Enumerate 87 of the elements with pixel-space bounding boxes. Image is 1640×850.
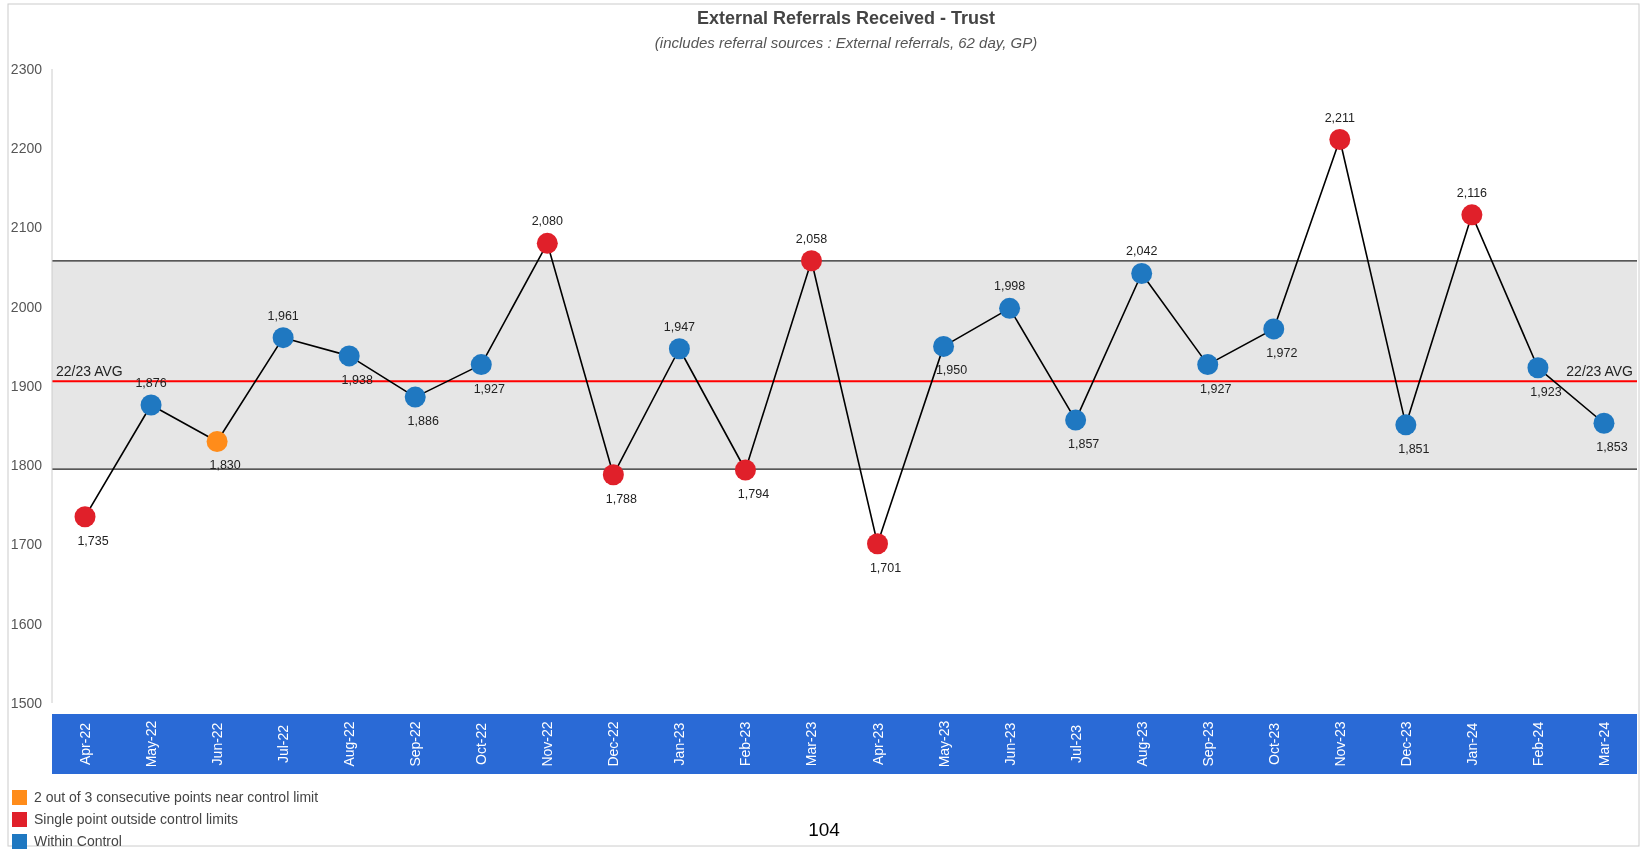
x-tick-label: Jul-23	[1067, 724, 1084, 764]
point	[272, 327, 294, 349]
x-tick-label: May-22	[143, 720, 160, 768]
point	[74, 506, 96, 528]
data-label: 2,116	[1456, 185, 1488, 200]
x-tick-label: Aug-22	[341, 721, 358, 767]
point	[1593, 412, 1615, 434]
x-tick-label: Jan-23	[671, 722, 688, 766]
x-tick-label: Mar-23	[803, 721, 820, 767]
data-label: 1,972	[1266, 345, 1298, 360]
x-tick-label: Apr-23	[869, 722, 886, 766]
point	[999, 297, 1021, 319]
text: 104	[808, 819, 841, 840]
data-label: 1,788	[605, 491, 638, 506]
data-label: 1,853	[1596, 440, 1628, 455]
data-label: 1,886	[407, 414, 439, 429]
y-tick-label: 2000	[10, 298, 43, 315]
x-tick-label: Nov-22	[539, 721, 556, 767]
data-label: 1,851	[1398, 441, 1430, 456]
point	[1527, 357, 1549, 379]
x-tick-label: May-23	[935, 720, 952, 768]
point	[470, 354, 492, 376]
x-tick-label: Feb-23	[737, 721, 754, 767]
point	[602, 464, 624, 486]
data-label: 2,042	[1126, 244, 1158, 259]
point	[1395, 414, 1417, 436]
data-label: 1,830	[209, 458, 241, 473]
y-tick-label: 1900	[10, 377, 43, 394]
y-tick-label: 2100	[10, 219, 43, 236]
ref-line-label: 22/23 AVG	[56, 363, 123, 380]
y-tick-label: 2300	[10, 60, 43, 77]
point	[404, 386, 426, 408]
y-tick-label: 1600	[10, 615, 43, 632]
data-label: 2,058	[795, 231, 828, 246]
y-tick-label: 1500	[10, 694, 43, 711]
x-tick-label: Aug-23	[1133, 721, 1150, 767]
data-label: 1,857	[1068, 437, 1100, 452]
x-tick-label: Jan-24	[1463, 722, 1480, 766]
data-label: 1,961	[267, 308, 299, 323]
x-tick-label: Jul-22	[275, 724, 292, 764]
x-tick-label: Oct-22	[473, 722, 490, 766]
point	[1329, 129, 1351, 151]
legend-label: Single point outside control limits	[34, 811, 238, 827]
x-tick-label: Jun-22	[209, 722, 226, 766]
point	[1263, 318, 1285, 340]
x-tick-label: Sep-23	[1199, 721, 1216, 767]
data-label: 1,947	[663, 319, 696, 334]
data-label: 1,998	[993, 279, 1026, 294]
point	[536, 232, 558, 254]
data-label: 2,080	[531, 214, 563, 229]
point	[800, 250, 822, 272]
y-tick-label: 2200	[10, 140, 43, 157]
point	[1131, 262, 1153, 284]
x-tick-label: Dec-23	[1397, 721, 1414, 767]
point	[1065, 409, 1087, 431]
point	[140, 394, 162, 416]
y-tick-label: 1700	[10, 536, 43, 553]
point	[668, 338, 690, 360]
chart-title: External Referrals Received - Trust	[696, 8, 996, 28]
x-tick-label: Jun-23	[1001, 722, 1018, 766]
x-tick-label: Dec-22	[605, 721, 622, 767]
point	[867, 533, 889, 555]
x-tick-label: Mar-24	[1595, 721, 1612, 767]
chart-subtitle: (includes referral sources : External referrals, 62 day, GP)	[654, 34, 1038, 51]
legend-label: Within Control	[34, 833, 122, 849]
x-tick-label: Nov-23	[1331, 721, 1348, 767]
point	[734, 459, 756, 481]
y-tick-label: 1800	[10, 457, 43, 474]
point	[933, 335, 955, 357]
legend-label: 2 out of 3 consecutive points near control limit	[34, 789, 319, 805]
point	[206, 431, 228, 452]
data-label: 1,927	[1200, 381, 1232, 396]
data-label: 1,794	[737, 487, 770, 502]
text: 22/23 AVG	[1566, 363, 1633, 380]
data-label: 1,950	[935, 363, 968, 378]
data-label: 1,923	[1530, 384, 1562, 399]
data-label: 1,701	[869, 560, 902, 575]
point	[1197, 354, 1219, 376]
x-tick-label: Apr-22	[77, 722, 94, 766]
x-tick-label: Oct-23	[1265, 722, 1282, 766]
point	[338, 345, 360, 367]
x-tick-label: Feb-24	[1529, 721, 1546, 767]
data-label: 2,211	[1324, 110, 1356, 125]
data-label: 1,927	[473, 381, 505, 396]
point	[1461, 204, 1483, 226]
x-tick-label: Sep-22	[407, 721, 424, 767]
data-label: 1,735	[77, 533, 109, 548]
